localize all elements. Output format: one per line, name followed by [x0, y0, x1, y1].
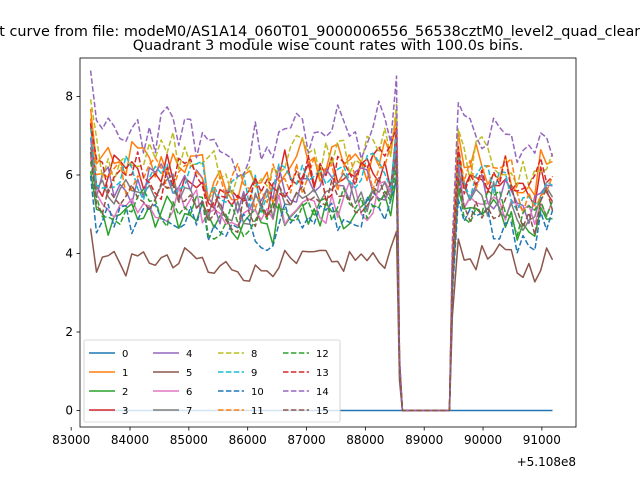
series-line-15	[89, 151, 554, 412]
x-tick-label: 91000	[523, 433, 561, 447]
x-tick-label: 84000	[111, 433, 149, 447]
x-axis: 83000 84000 85000 86000 87000 88000 89000 90000…	[52, 427, 561, 447]
legend-label-6: 6	[186, 387, 192, 398]
plot-frame	[79, 57, 577, 428]
series-line-6	[89, 156, 554, 412]
y-tick-label: 4	[65, 247, 73, 261]
x-offset-label: +5.108e8	[517, 455, 576, 469]
series-line-11	[89, 118, 554, 412]
y-tick-label: 6	[65, 168, 73, 182]
series-line-12	[89, 161, 554, 412]
x-tick-label: 85000	[170, 433, 208, 447]
series-lines	[89, 70, 554, 412]
legend-label-4: 4	[186, 349, 192, 360]
x-tick-label: 90000	[464, 433, 502, 447]
legend-label-7: 7	[186, 406, 192, 417]
legend-label-13: 13	[316, 368, 329, 379]
legend-label-1: 1	[122, 368, 128, 379]
legend-label-11: 11	[251, 406, 264, 417]
x-tick-label: 89000	[405, 433, 443, 447]
series-line-5	[89, 228, 554, 412]
x-tick-label: 87000	[287, 433, 325, 447]
series-line-13	[89, 123, 554, 412]
legend-label-5: 5	[186, 368, 192, 379]
legend-label-3: 3	[122, 406, 128, 417]
y-tick-label: 0	[65, 404, 73, 418]
x-tick-label: 86000	[229, 433, 267, 447]
legend-label-2: 2	[122, 387, 128, 398]
series-line-7	[89, 146, 554, 412]
legend-label-12: 12	[316, 349, 329, 360]
legend-label-8: 8	[251, 349, 257, 360]
y-axis: 0 2 4 6 8	[65, 90, 80, 418]
legend-label-0: 0	[122, 349, 128, 360]
y-tick-label: 2	[65, 325, 73, 339]
x-tick-label: 88000	[346, 433, 384, 447]
chart-suptitle: Light curve from file: modeM0/AS1A14_060…	[0, 24, 640, 40]
chart-title: Quadrant 3 module wise count rates with …	[133, 38, 524, 54]
y-tick-label: 8	[65, 90, 73, 104]
legend-box	[83, 339, 341, 423]
x-tick-label: 83000	[52, 433, 90, 447]
legend-label-9: 9	[251, 368, 257, 379]
legend-label-14: 14	[316, 387, 329, 398]
legend-label-15: 15	[316, 406, 329, 417]
legend-label-10: 10	[251, 387, 264, 398]
